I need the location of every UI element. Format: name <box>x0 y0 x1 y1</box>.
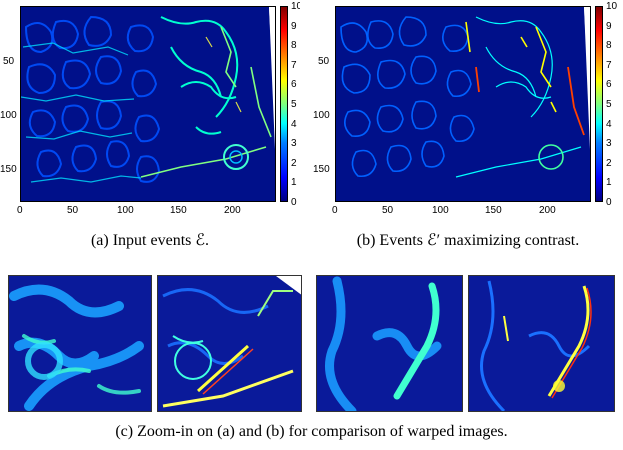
panel-b-xtick: 50 <box>382 205 394 216</box>
zoom-b-right <box>468 275 615 412</box>
zoom-row: (c) Zoom-in on (a) and (b) for compariso… <box>0 270 623 450</box>
zoom-a-right-image <box>317 276 462 411</box>
panel-b-colorbar-ticks: 10 9 8 7 6 5 4 3 2 1 0 <box>606 1 620 208</box>
panel-a: 50 100 150 0 50 100 150 200 10 9 8 7 6 5… <box>0 0 300 260</box>
panel-b-image <box>335 6 591 202</box>
panel-a-event-image <box>21 7 275 201</box>
colorbar-tick: 0 <box>606 197 612 208</box>
colorbar-tick: 2 <box>291 157 297 169</box>
colorbar-tick: 6 <box>291 79 297 91</box>
zoom-caption: (c) Zoom-in on (a) and (b) for compariso… <box>115 423 508 440</box>
panel-b-xtick: 100 <box>432 205 449 216</box>
panel-a-colorbar-ticks: 10 9 8 7 6 5 4 3 2 1 0 <box>291 1 300 208</box>
panel-a-xtick: 0 <box>17 205 23 216</box>
panel-b-colorbar <box>595 6 603 202</box>
colorbar-tick: 8 <box>606 40 612 52</box>
colorbar-tick: 10 <box>606 1 618 12</box>
colorbar-tick: 5 <box>291 99 297 110</box>
zoom-a-left-image <box>9 276 151 411</box>
zoom-b-left <box>157 275 302 412</box>
colorbar-tick: 7 <box>291 59 297 71</box>
panel-a-ytick: 150 <box>0 164 17 175</box>
colorbar-tick: 4 <box>291 118 297 130</box>
panel-b-ytick: 50 <box>318 56 330 67</box>
panel-a-ytick: 50 <box>3 56 15 67</box>
zoom-a-left <box>8 275 152 412</box>
panel-a-xtick: 200 <box>224 205 241 216</box>
panel-b-ytick: 100 <box>313 110 330 121</box>
zoom-b-left-image <box>158 276 301 411</box>
panel-a-image <box>20 6 276 202</box>
panel-b-caption: (b) Events ℰ′ maximizing contrast. <box>356 232 580 249</box>
colorbar-tick: 3 <box>606 138 612 150</box>
panel-a-xtick: 150 <box>170 205 187 216</box>
panel-a-xtick: 50 <box>67 205 79 216</box>
panel-a-xtick: 100 <box>117 205 134 216</box>
panel-b-event-image <box>336 7 590 201</box>
colorbar-tick: 5 <box>606 99 612 110</box>
colorbar-tick: 9 <box>606 20 612 32</box>
panel-a-caption: (a) Input events ℰ. <box>90 232 210 249</box>
panel-b-xtick: 200 <box>539 205 556 216</box>
colorbar-tick: 9 <box>291 20 297 32</box>
colorbar-tick: 8 <box>291 40 297 52</box>
zoom-b-right-image <box>469 276 614 411</box>
panel-b: 50 100 150 0 50 100 150 200 10 9 8 7 6 5… <box>313 0 623 260</box>
colorbar-tick: 1 <box>606 177 612 189</box>
colorbar-tick: 3 <box>291 138 297 150</box>
panel-b-ytick: 150 <box>313 164 330 175</box>
colorbar-tick: 1 <box>291 177 297 189</box>
colorbar-tick: 10 <box>291 1 300 12</box>
colorbar-tick: 7 <box>606 59 612 71</box>
colorbar-tick: 6 <box>606 79 612 91</box>
panel-b-xtick: 150 <box>485 205 502 216</box>
colorbar-tick: 2 <box>606 157 612 169</box>
panel-a-ytick: 100 <box>0 110 17 121</box>
colorbar-tick: 4 <box>606 118 612 130</box>
panel-a-colorbar <box>280 6 288 202</box>
panel-b-xtick: 0 <box>332 205 338 216</box>
zoom-a-right <box>316 275 463 412</box>
colorbar-tick: 0 <box>291 197 297 208</box>
